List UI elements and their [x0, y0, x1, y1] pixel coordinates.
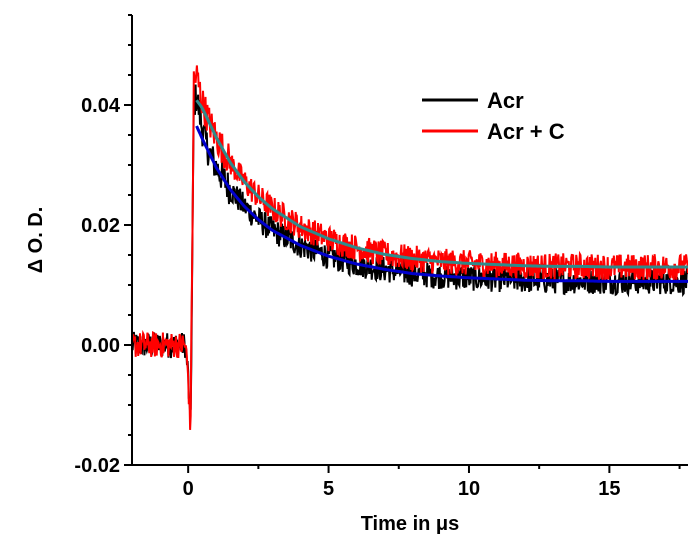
- y-tick-label: 0.00: [81, 335, 120, 357]
- x-tick-label: 5: [323, 478, 334, 500]
- x-tick-label: 15: [598, 478, 620, 500]
- series-acr-c: [132, 65, 688, 430]
- x-tick-label: 0: [183, 478, 194, 500]
- x-axis-title: Time in μs: [361, 513, 460, 535]
- series-acr-fit: [195, 125, 688, 283]
- legend-label-acr: Acr: [487, 88, 524, 113]
- y-axis-title: Δ O. D.: [25, 207, 47, 274]
- series-acr-c-fit: [195, 99, 688, 269]
- x-tick-label: 10: [458, 478, 480, 500]
- y-tick-label: 0.02: [81, 215, 120, 237]
- series-acr: [132, 84, 688, 413]
- y-tick-label: -0.02: [74, 455, 120, 477]
- ticks-layer: [124, 14, 681, 473]
- tick-labels-layer: -0.02 0.00 0.02 0.04 0 5 10 15: [74, 95, 620, 500]
- legend-label-acr-c: Acr + C: [487, 119, 565, 144]
- legend: Acr Acr + C: [422, 88, 565, 144]
- series-layer: [132, 65, 688, 430]
- y-tick-label: 0.04: [81, 95, 121, 117]
